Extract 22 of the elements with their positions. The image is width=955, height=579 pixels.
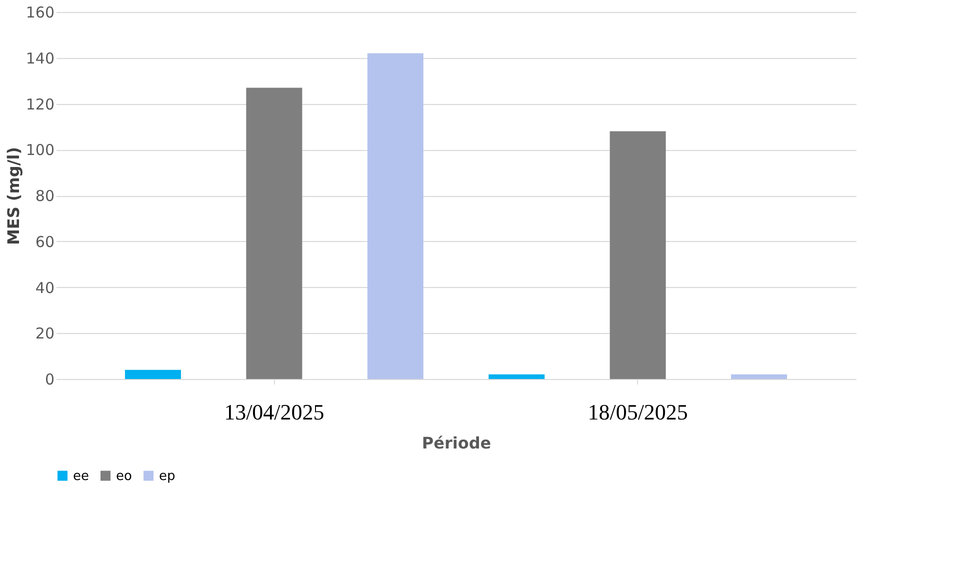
legend-label: ee xyxy=(73,468,89,484)
y-tick-label: 40 xyxy=(35,278,54,297)
y-tick-label: 80 xyxy=(35,187,54,205)
bar xyxy=(246,88,302,379)
x-tick-label: 18/05/2025 xyxy=(588,400,688,424)
y-tick-label: 0 xyxy=(44,370,54,388)
bar xyxy=(367,53,424,379)
bar xyxy=(610,131,666,379)
y-tick-label: 60 xyxy=(35,232,54,251)
y-tick-label: 100 xyxy=(26,141,54,160)
y-tick-label: 140 xyxy=(26,49,54,68)
y-axis-title: MES (mg/l) xyxy=(4,146,23,246)
legend-label: eo xyxy=(116,468,132,484)
y-tick-label: 20 xyxy=(35,324,54,343)
bar xyxy=(488,374,545,379)
bar xyxy=(731,374,788,379)
y-tick-label: 120 xyxy=(26,95,54,114)
y-tick-label: 160 xyxy=(26,4,54,22)
legend-label: ep xyxy=(159,468,176,484)
bar xyxy=(124,370,181,379)
x-tick-label: 13/04/2025 xyxy=(224,400,324,424)
x-axis-title: Période xyxy=(422,434,492,452)
